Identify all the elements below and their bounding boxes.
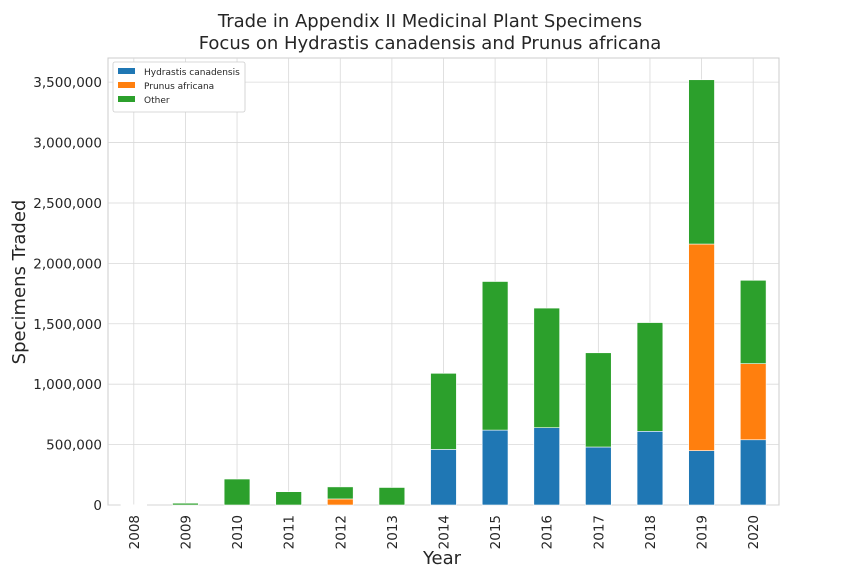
bar-segment — [585, 352, 612, 448]
bar-segment — [533, 307, 560, 428]
x-tick-label: 2010 — [230, 515, 246, 549]
bar-segment — [739, 363, 767, 441]
x-tick-label: 2018 — [643, 515, 659, 549]
legend-swatch — [118, 82, 135, 88]
x-axis-label: Year — [422, 548, 462, 569]
bar-segment — [688, 243, 715, 451]
bar-segment — [688, 450, 715, 506]
plot-area — [107, 57, 780, 506]
bar-segment — [636, 431, 664, 506]
bar-segment — [275, 491, 302, 506]
legend-entry: Hydrastis canadensis — [144, 68, 240, 78]
chart-subtitle: Focus on Hydrastis canadensis and Prunus… — [199, 33, 662, 54]
x-tick-label: 2014 — [437, 515, 453, 549]
bar-segment — [430, 373, 457, 450]
y-tick-label: 1,000,000 — [33, 377, 102, 393]
x-tick-label: 2011 — [282, 515, 298, 549]
bar-segment — [327, 498, 354, 506]
x-tick-label: 2012 — [333, 515, 349, 549]
bar-segment — [585, 446, 612, 506]
x-tick-label: 2016 — [540, 515, 556, 549]
bar-segment — [172, 502, 199, 506]
bar-segment — [688, 79, 715, 245]
y-tick-label: 2,500,000 — [33, 196, 102, 212]
bar-segment — [739, 279, 767, 364]
y-tick-label: 3,500,000 — [33, 75, 102, 91]
y-tick-label: 0 — [93, 498, 102, 514]
x-tick-label: 2008 — [127, 515, 143, 549]
y-axis: 0 500,000 1,000,000 1,500,000 2,000,000 2,500… — [33, 75, 102, 514]
bars — [120, 79, 767, 506]
x-axis: 2008 2009 2010 2011 2012 2013 2014 2015 2016 2017… — [127, 515, 762, 549]
x-tick-label: 2019 — [695, 515, 711, 549]
legend-box — [112, 61, 246, 113]
bar-segment — [327, 486, 354, 500]
y-tick-label: 500,000 — [46, 438, 102, 454]
legend-swatch — [118, 68, 135, 74]
y-axis-label: Specimens Traded — [9, 200, 30, 365]
bar-segment — [378, 487, 406, 506]
x-tick-label: 2017 — [591, 515, 607, 549]
y-tick-label: 3,000,000 — [33, 136, 102, 152]
bar-segment — [739, 439, 767, 506]
bar-segment — [481, 281, 509, 431]
x-tick-label: 2015 — [488, 515, 504, 549]
x-tick-label: 2013 — [385, 515, 401, 549]
bar-segment — [223, 478, 251, 506]
x-tick-label: 2009 — [178, 515, 194, 549]
y-tick-label: 1,500,000 — [33, 317, 102, 333]
chart-title: Trade in Appendix II Medicinal Plant Spe… — [217, 11, 642, 32]
legend-entry: Other — [144, 96, 170, 106]
legend-entry: Prunus africana — [144, 82, 214, 92]
bar-segment — [481, 429, 509, 506]
legend: Hydrastis canadensis Prunus africana Other — [112, 61, 246, 113]
bar-segment — [636, 322, 664, 432]
bar-segment — [120, 504, 148, 506]
bar-segment — [533, 427, 560, 506]
bar-segment — [430, 449, 457, 506]
y-tick-label: 2,000,000 — [33, 256, 102, 272]
gridlines — [108, 58, 779, 506]
x-tick-label: 2020 — [746, 515, 762, 549]
legend-swatch — [118, 96, 135, 102]
